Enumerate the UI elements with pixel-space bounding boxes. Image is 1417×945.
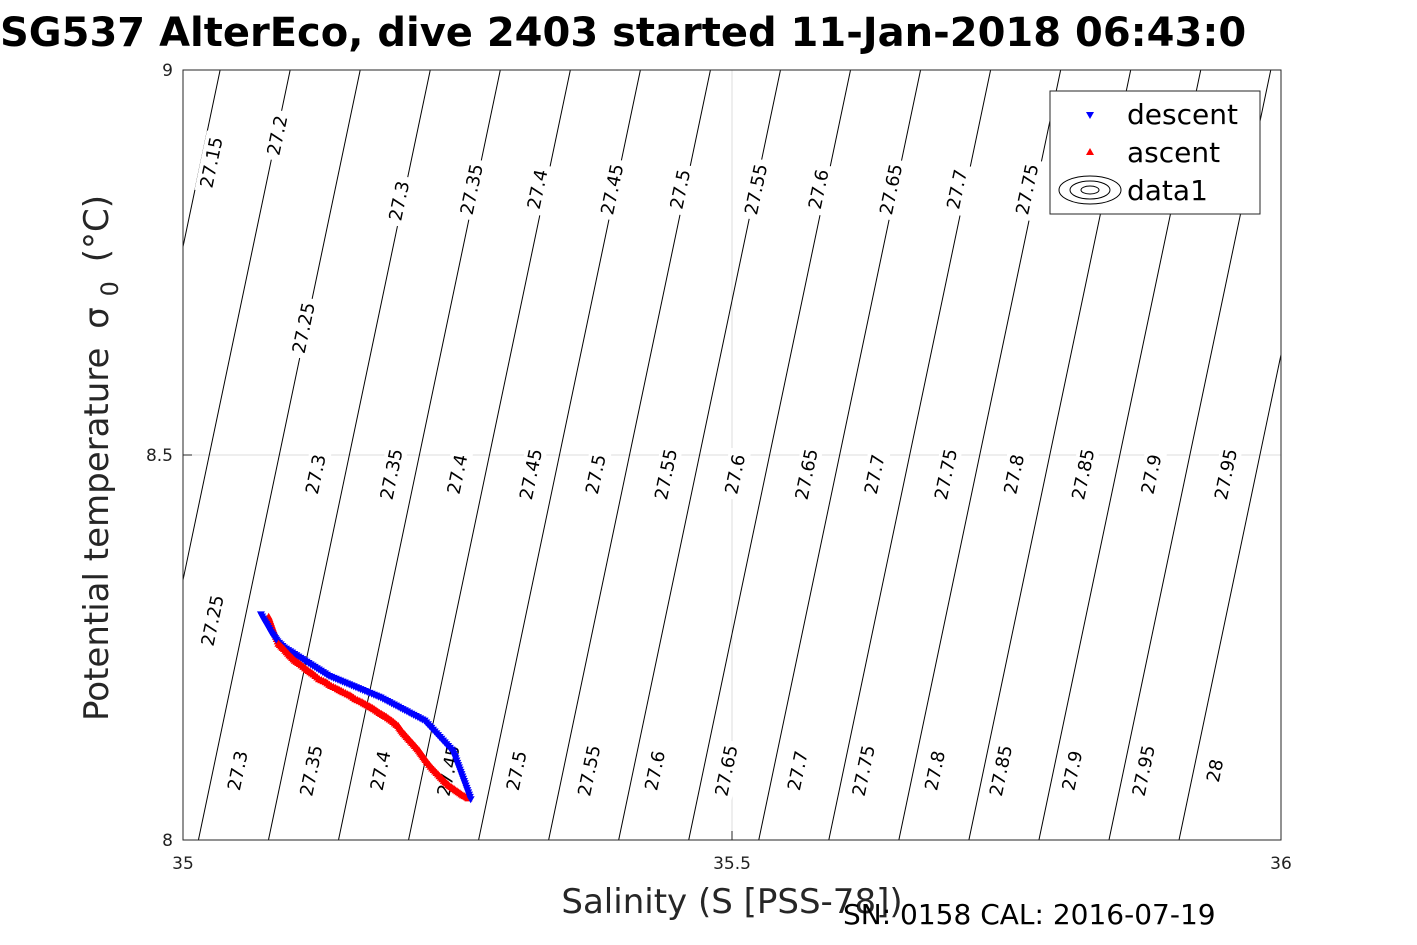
- legend-descent-label: descent: [1127, 98, 1238, 131]
- contour-label-gap: [364, 743, 397, 798]
- contour-label-gap: [194, 130, 229, 195]
- contour-label-gap: [500, 743, 533, 798]
- contour-label-gap: [719, 447, 752, 501]
- density-contour-line: [183, 70, 291, 583]
- contour-label-gap: [1056, 743, 1089, 798]
- contour-label-group: 27.5: [500, 743, 533, 798]
- contour-label-gap: [441, 447, 474, 501]
- contour-label-group: 27.65: [789, 442, 824, 507]
- contour-label-gap: [572, 738, 607, 803]
- contour-label-gap: [874, 157, 909, 222]
- contour-label-group: 27.25: [195, 588, 230, 653]
- contour-label-gap: [1066, 442, 1101, 507]
- data-series: [256, 611, 475, 804]
- contour-label-gap: [521, 162, 554, 217]
- density-contour-line: [0, 70, 150, 840]
- contour-label-gap: [802, 162, 835, 217]
- density-contour-labels: 27.15 27.227.3 27.35 27.4 27.45 27.5 27.55 27.6…: [194, 108, 1244, 803]
- serial-calibration-note: SN: 0158 CAL: 2016-07-19: [843, 898, 1216, 931]
- contour-label-gap: [919, 743, 952, 798]
- legend-contour-icon: [1058, 175, 1122, 205]
- contour-label-gap: [286, 296, 321, 360]
- legend-descent-marker: [1086, 112, 1094, 119]
- contour-label-gap: [1126, 738, 1161, 803]
- contour-label-gap: [299, 447, 332, 501]
- contour-label-gap: [846, 738, 881, 803]
- legend-ascent-marker: [1086, 148, 1094, 155]
- contour-label-gap: [374, 442, 409, 507]
- y-tick-label: 8: [162, 831, 173, 851]
- density-contour-line: [1178, 352, 1281, 840]
- legend-data1-label: data1: [1127, 174, 1208, 207]
- contour-label-gap: [1010, 157, 1045, 222]
- axis-ticks: 35 35.5 36 8 8.5 9: [146, 61, 1292, 874]
- contour-label-gap: [261, 108, 294, 163]
- contour-label-gap: [294, 738, 329, 803]
- y-tick-label: 9: [162, 61, 173, 81]
- contour-label-gap: [221, 743, 254, 798]
- contour-label-gap: [1201, 754, 1229, 788]
- contour-label-gap: [984, 738, 1018, 803]
- contour-label-gap: [649, 442, 684, 507]
- contour-label-gap: [579, 447, 612, 501]
- contour-label-gap: [998, 447, 1031, 501]
- contour-label-gap: [709, 738, 744, 803]
- contour-label-gap: [1135, 447, 1168, 501]
- contour-label-gap: [858, 447, 891, 501]
- contour-label-gap: [941, 162, 973, 217]
- contour-label-gap: [789, 442, 824, 507]
- contour-label-gap: [1209, 442, 1244, 507]
- contour-label-gap: [664, 162, 697, 217]
- contour-label-group: 27.6: [719, 447, 752, 501]
- contour-label-group: 27.9: [1135, 447, 1168, 501]
- contour-label-gap: [595, 157, 630, 222]
- series-descent: [256, 611, 475, 804]
- contour-label-group: 28: [1201, 754, 1229, 788]
- contour-label-gap: [383, 174, 416, 228]
- y-axis-label-unit: (°C): [77, 195, 117, 262]
- contour-label-gap: [195, 588, 230, 653]
- contour-label-gap: [781, 743, 814, 798]
- density-contour-line: [183, 70, 221, 250]
- x-tick-label: 35.5: [713, 854, 751, 874]
- chart-title: SG537 AlterEco, dive 2403 started 11-Jan…: [0, 10, 1247, 56]
- contour-label-gap: [454, 157, 489, 222]
- contour-label-gap: [639, 743, 672, 798]
- legend: descent ascent data1: [1049, 90, 1261, 215]
- legend-ascent-label: ascent: [1127, 136, 1220, 169]
- contour-label-gap: [929, 442, 964, 507]
- contour-label-gap: [739, 157, 774, 222]
- x-tick-label: 36: [1270, 854, 1292, 874]
- y-axis-label: Potential temperature σ 0 (°C): [77, 195, 127, 721]
- series-ascent-overlay: [274, 639, 453, 788]
- y-axis-label-sigma: σ: [77, 307, 117, 329]
- x-tick-label: 35: [172, 854, 194, 874]
- y-axis-label-subscript: 0: [96, 281, 124, 296]
- y-tick-label: 8.5: [146, 446, 173, 466]
- x-axis-label: Salinity (S [PSS-78]): [561, 882, 902, 922]
- density-contour-line: [0, 70, 80, 840]
- y-axis-label-main: Potential temperature: [77, 348, 117, 721]
- density-contour-line: [197, 70, 361, 840]
- series-point-ascent: [444, 780, 453, 788]
- svg-text:Potential temperature σ: Potential temperature σ 0 (°C): [77, 195, 127, 721]
- contour-label: 28: [1203, 757, 1228, 784]
- series-point-descent: [466, 796, 475, 804]
- contour-label-gap: [514, 442, 549, 507]
